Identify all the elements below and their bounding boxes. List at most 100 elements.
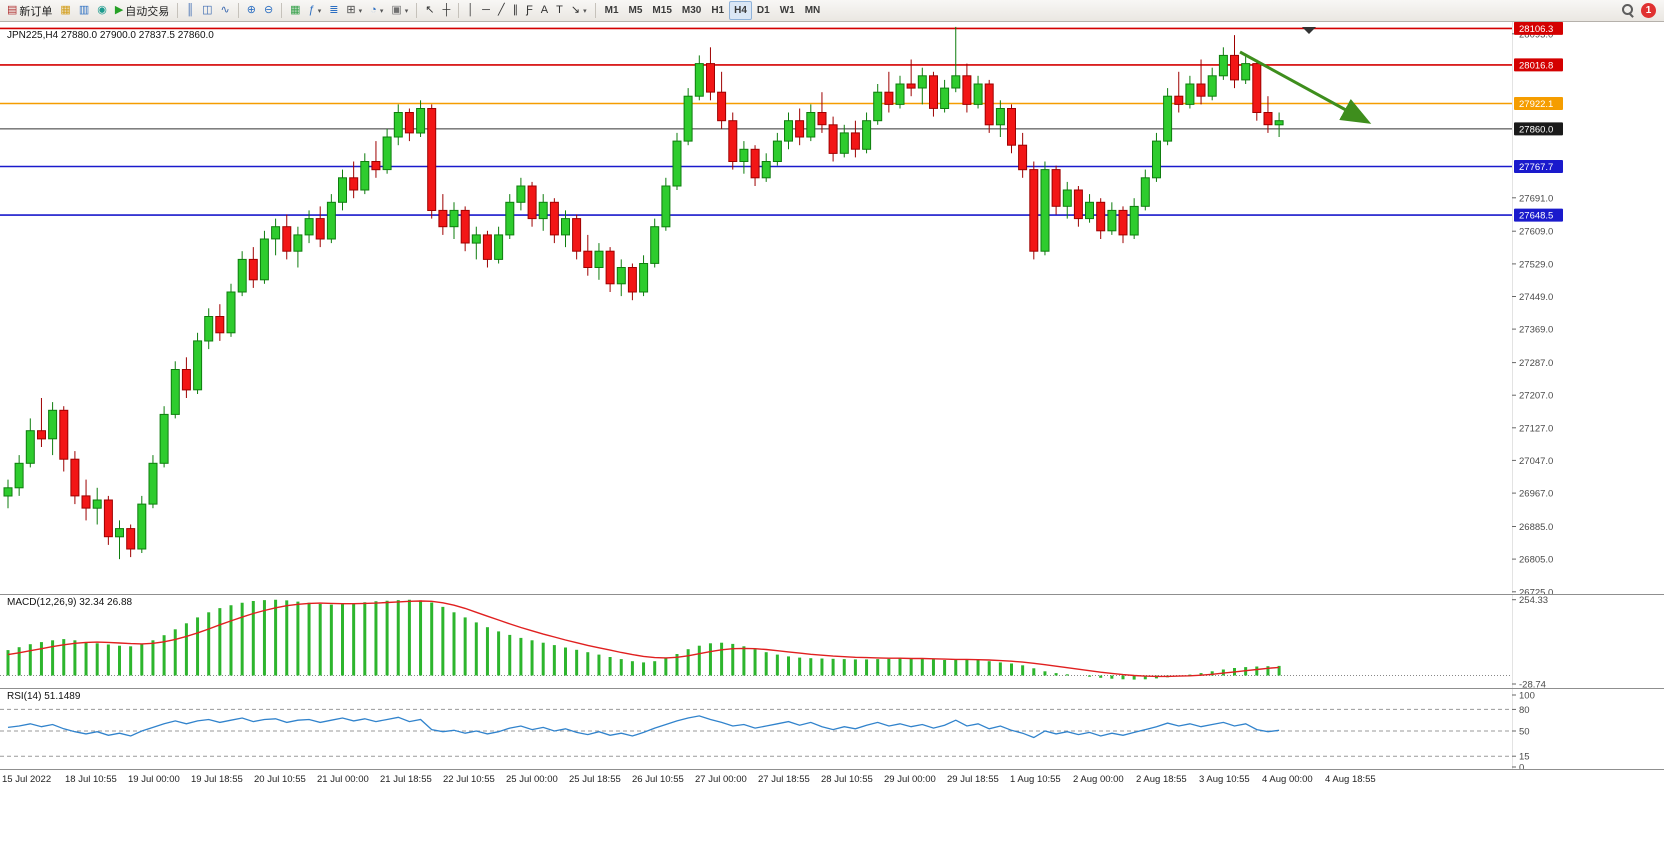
- fibonacci-button[interactable]: Ƒ: [522, 1, 537, 20]
- time-axis-label: 3 Aug 10:55: [1199, 774, 1250, 785]
- candlestick-chart-button[interactable]: ◫: [198, 1, 216, 20]
- candle: [572, 214, 582, 260]
- horizontal-line-icon: ─: [482, 4, 490, 16]
- candle: [393, 104, 403, 146]
- indicator-windows-button[interactable]: ≣: [325, 1, 342, 20]
- candle: [282, 214, 292, 260]
- time-axis-label: 19 Jul 00:00: [128, 774, 180, 785]
- candle: [951, 26, 961, 93]
- search-icon[interactable]: [1621, 4, 1634, 18]
- toolbar-right: 1: [1621, 3, 1661, 18]
- label-button[interactable]: T: [552, 1, 567, 20]
- auto-trading-button[interactable]: ▶ 自动交易: [111, 1, 173, 20]
- zoom-out-button[interactable]: ⊖: [260, 1, 277, 20]
- candle: [25, 418, 35, 468]
- price-badge-label: 27767.7: [1519, 162, 1553, 173]
- timeframe-m30-button[interactable]: M30: [677, 1, 706, 20]
- candle: [717, 71, 727, 129]
- crosshair-button[interactable]: ┼: [438, 1, 454, 20]
- timeframe-m1-button[interactable]: M1: [600, 1, 624, 20]
- channel-icon: ∥: [512, 4, 519, 16]
- candle: [115, 520, 124, 560]
- trend-arrow-annotation[interactable]: [1239, 50, 1372, 124]
- candle: [984, 79, 994, 133]
- price-axis-label: 27207.0: [1519, 391, 1553, 402]
- price-badge-label: 27860.0: [1519, 124, 1553, 135]
- market-watch-button[interactable]: ▦: [56, 1, 74, 20]
- time-axis-label: 27 Jul 18:55: [758, 774, 810, 785]
- candle: [315, 206, 325, 248]
- line-chart-button[interactable]: ∿: [217, 1, 234, 20]
- text-button[interactable]: A: [537, 1, 552, 20]
- new-order-button[interactable]: ▤ 新订单: [3, 1, 56, 20]
- candle: [471, 226, 481, 260]
- price-badge: [1514, 122, 1563, 136]
- price-badge-label: 28016.8: [1519, 60, 1553, 71]
- vertical-line-button[interactable]: │: [463, 1, 478, 20]
- trendline-button[interactable]: ╱: [494, 1, 509, 20]
- rsi-axis-label: 15: [1519, 752, 1530, 763]
- timeframe-m15-button[interactable]: M15: [647, 1, 676, 20]
- candle: [360, 153, 370, 195]
- timeframe-d1-button[interactable]: D1: [752, 1, 775, 20]
- data-window-icon: ▥: [78, 4, 90, 16]
- price-chart[interactable]: 28093.027691.027609.027529.027449.027369…: [0, 22, 1664, 594]
- time-axis-label: 4 Aug 18:55: [1325, 774, 1376, 785]
- macd-axis-label: -28.74: [1519, 680, 1546, 689]
- chart-snapshot-button[interactable]: ▣ ▾: [387, 1, 412, 20]
- candlesticks: [3, 26, 1284, 560]
- timeframe-m5-button[interactable]: M5: [624, 1, 648, 20]
- candle: [850, 120, 860, 158]
- data-window-button[interactable]: ▥: [75, 1, 93, 20]
- rsi-line: [7, 715, 1280, 739]
- zoom-in-button[interactable]: ⊕: [243, 1, 260, 20]
- auto-trading-play-icon: ▶: [114, 4, 124, 16]
- candle: [583, 234, 593, 276]
- price-badge-label: 28106.3: [1519, 24, 1553, 35]
- time-axis-label: 19 Jul 18:55: [191, 774, 243, 785]
- candle: [371, 141, 381, 178]
- candle: [237, 251, 247, 297]
- time-axis: 15 Jul 2022 18 Jul 10:55 19 Jul 00:00 19 Ju…: [0, 770, 1664, 790]
- time-axis-label: 25 Jul 00:00: [506, 774, 558, 785]
- candle: [215, 304, 225, 341]
- candle: [661, 177, 671, 231]
- candle: [170, 361, 180, 419]
- candle: [1096, 198, 1106, 239]
- candle: [460, 206, 470, 252]
- timeframe-h4-button[interactable]: H4: [729, 1, 752, 20]
- rsi-chart[interactable]: 100 80 50 150: [0, 689, 1664, 769]
- periods-button[interactable]: ◔ ▾: [366, 1, 387, 20]
- horizontal-line-button[interactable]: ─: [478, 1, 494, 20]
- cursor-button[interactable]: ↖: [421, 1, 438, 20]
- candle: [193, 332, 203, 394]
- new-chart-button[interactable]: ⊞ ▾: [342, 1, 366, 20]
- candle: [1274, 112, 1284, 137]
- indicators-button[interactable]: ƒ ▾: [305, 1, 326, 20]
- search-lens: [1622, 4, 1633, 15]
- candle: [70, 451, 80, 505]
- candlestick-chart-icon: ◫: [202, 4, 213, 16]
- candle: [427, 104, 437, 219]
- shapes-button[interactable]: ↘ ▾: [567, 1, 591, 20]
- timeframe-w1-button[interactable]: W1: [775, 1, 800, 20]
- navigator-button[interactable]: ◉: [93, 1, 111, 20]
- tile-windows-button[interactable]: ▦: [286, 1, 304, 20]
- macd-chart[interactable]: 254.33 -28.74: [0, 595, 1664, 688]
- arrow-shapes-icon: ↘: [570, 4, 581, 16]
- candle: [1073, 186, 1083, 227]
- candle: [449, 202, 459, 239]
- timeframe-mn-button[interactable]: MN: [800, 1, 826, 20]
- channel-button[interactable]: ∥: [509, 1, 523, 20]
- candle: [1029, 161, 1039, 260]
- candle: [494, 226, 504, 264]
- time-axis-label: 2 Aug 00:00: [1073, 774, 1124, 785]
- notification-badge[interactable]: 1: [1641, 3, 1656, 18]
- bar-chart-button[interactable]: ║: [182, 1, 198, 20]
- macd-histogram: [6, 599, 1281, 680]
- timeframe-h1-button[interactable]: H1: [706, 1, 729, 20]
- candle: [248, 247, 258, 288]
- chart-shift-marker[interactable]: [1302, 27, 1316, 34]
- toolbar-separator: [281, 3, 283, 18]
